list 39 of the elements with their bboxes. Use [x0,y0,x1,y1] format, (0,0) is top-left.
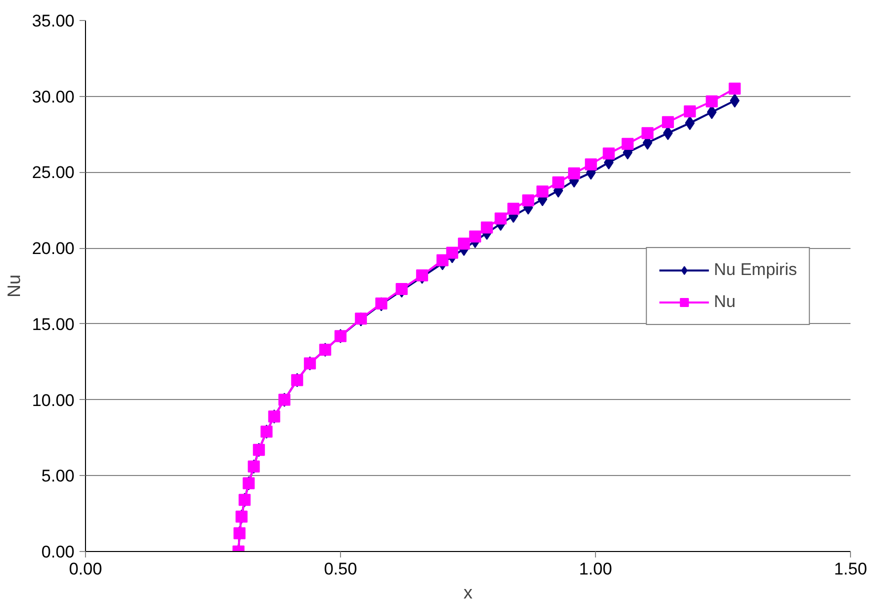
legend-label: Nu [714,292,736,312]
y-tick-label: 30.00 [32,87,75,106]
x-tick-label: 0.50 [324,560,358,578]
point [662,116,674,128]
point [396,283,408,296]
point [584,158,597,170]
point [642,127,654,140]
point [536,185,548,198]
point [494,212,507,224]
point [507,202,520,215]
point [446,246,458,259]
x-axis-title: x [464,582,472,602]
point [458,238,470,250]
y-tick-label: 10.00 [32,390,75,410]
point [730,94,740,108]
legend-label: Nu Empiris [714,260,797,280]
point [706,95,718,108]
point [416,269,428,282]
point [622,138,634,150]
point [728,82,741,95]
point [522,194,534,206]
y-tick-label: 5.00 [41,466,75,486]
point [706,105,717,120]
y-tick-label: 15.00 [32,314,75,334]
y-tick-label: 20.00 [32,239,75,258]
y-tick-label: 35.00 [32,12,75,30]
y-tick-label: 0.00 [41,542,75,562]
point [469,230,482,243]
x-tick-label: 0.00 [68,560,102,578]
point [602,148,615,160]
x-tick-label: 1.50 [834,560,868,578]
point [436,254,448,266]
point [568,167,580,180]
point [684,105,696,118]
point [480,221,493,234]
point [552,176,564,188]
y-tick-label: 25.00 [32,163,75,182]
x-tick-label: 1.00 [578,560,612,578]
y-axis-title: Nu [4,274,24,298]
